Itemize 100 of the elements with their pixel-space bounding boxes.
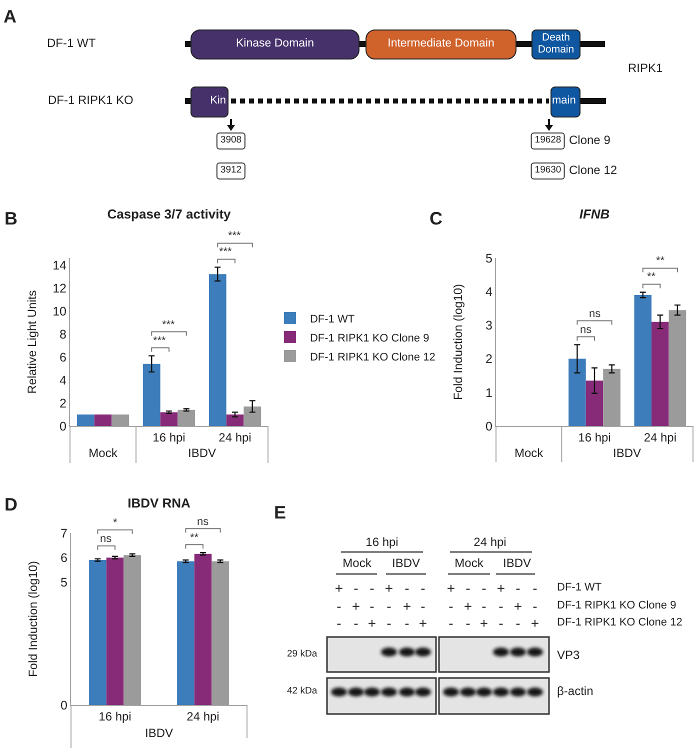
y-tick-label: 8 (60, 327, 67, 342)
y-tick-label: 3 (486, 318, 493, 333)
text: - (354, 614, 358, 632)
text: RIPK1 (628, 61, 663, 76)
text: + (514, 598, 522, 614)
text: + (352, 598, 360, 614)
y-tick-label: 2 (60, 396, 67, 410)
annotation: *** (153, 335, 167, 347)
text: * (113, 517, 118, 529)
text: 42 kDa (287, 686, 318, 698)
text: DF-1 RIPK1 KO (48, 93, 134, 108)
bar (568, 358, 586, 426)
text: Clone 9 (569, 133, 610, 148)
annotation: *** (162, 319, 176, 331)
chart-title: IFNB (579, 206, 610, 222)
text: - (466, 580, 470, 596)
text: - (516, 614, 520, 632)
text: Kinase Domain (236, 37, 314, 51)
y-axis-title: Fold Induction (log10) (451, 284, 465, 400)
text: + (402, 598, 412, 614)
text: DF-1 WT (47, 36, 96, 51)
x-tick-label: 24 hpi (644, 430, 677, 444)
y-tick-label: 0 (486, 419, 493, 434)
text: Death Domain (536, 31, 576, 56)
text: IBDV (613, 446, 642, 460)
text: - (466, 614, 470, 632)
text: - (386, 598, 392, 614)
text: Intermediate Domain (388, 37, 494, 51)
text: B (4, 208, 18, 230)
y-tick-label: 2 (486, 352, 493, 366)
annotation: ns (589, 308, 602, 320)
text: + (464, 598, 472, 614)
text: *** (228, 230, 242, 242)
text: Mock (342, 556, 372, 571)
legend-label: DF-1 RIPK1 KO Clone 12 (310, 351, 436, 364)
text: Mock (454, 556, 484, 571)
text: - (404, 614, 410, 632)
text: + (496, 580, 506, 596)
bar (586, 380, 604, 426)
y-tick-label: 0 (60, 419, 67, 434)
y-tick-label: 12 (52, 281, 67, 296)
text: + (368, 614, 376, 632)
y-tick-label: 14 (52, 258, 67, 272)
bar (634, 294, 652, 426)
y-tick-label: 4 (486, 284, 493, 299)
text: E (274, 502, 286, 524)
bar (76, 414, 94, 426)
bar (652, 322, 669, 426)
legend-label: DF-1 RIPK1 KO Clone 9 (310, 332, 430, 344)
text: Clone 12 (569, 163, 618, 178)
text: β-actin (557, 684, 594, 699)
text: DF-1 RIPK1 KO Clone 12 (557, 616, 682, 630)
y-tick-label: 1 (486, 386, 493, 400)
chart-title: Caspase 3/7 activity (107, 206, 232, 222)
text: VP3 (557, 648, 580, 663)
annotation: ** (190, 532, 200, 544)
text: - (404, 580, 410, 596)
text: - (516, 580, 520, 596)
annotation: *** (219, 246, 233, 258)
text: IBDV (145, 726, 174, 740)
text: ns (197, 516, 210, 528)
text: main (552, 94, 576, 108)
bar (208, 274, 226, 426)
chart-title: IBDV RNA (128, 496, 192, 511)
text: 19630 (530, 162, 566, 180)
y-tick-label: 5 (60, 576, 68, 590)
annotation: ** (647, 271, 656, 283)
bar (226, 414, 244, 426)
text: 3908 (216, 132, 246, 150)
text: - (498, 598, 504, 614)
text: + (334, 580, 344, 596)
text: + (446, 580, 456, 596)
text: C (430, 208, 442, 230)
text: - (532, 598, 538, 614)
text: - (482, 598, 486, 614)
bar (94, 414, 112, 426)
text: D (4, 494, 18, 516)
text: - (448, 614, 454, 632)
text: - (336, 598, 342, 614)
text: DF-1 WT (557, 582, 602, 594)
text: A (4, 6, 16, 28)
bar (160, 412, 178, 426)
annotation: ns (100, 533, 112, 545)
x-tick-label: 16 hpi (152, 430, 186, 444)
text: Kin (210, 94, 226, 108)
y-axis-title: Relative Light Units (25, 290, 39, 394)
text: - (370, 580, 374, 596)
text: - (448, 598, 454, 614)
bar (142, 364, 160, 426)
text: - (498, 614, 504, 632)
y-axis-title: Fold Induction (log10) (26, 560, 40, 678)
y-tick-label: 7 (60, 526, 68, 540)
text: IBDV (502, 556, 532, 571)
text: - (532, 580, 538, 596)
y-tick-label: 10 (52, 304, 67, 318)
text: - (420, 598, 426, 614)
text: + (530, 614, 540, 632)
text: IBDV (188, 446, 216, 460)
text: IBDV (392, 556, 420, 571)
x-tick-label: 16 hpi (578, 430, 611, 444)
